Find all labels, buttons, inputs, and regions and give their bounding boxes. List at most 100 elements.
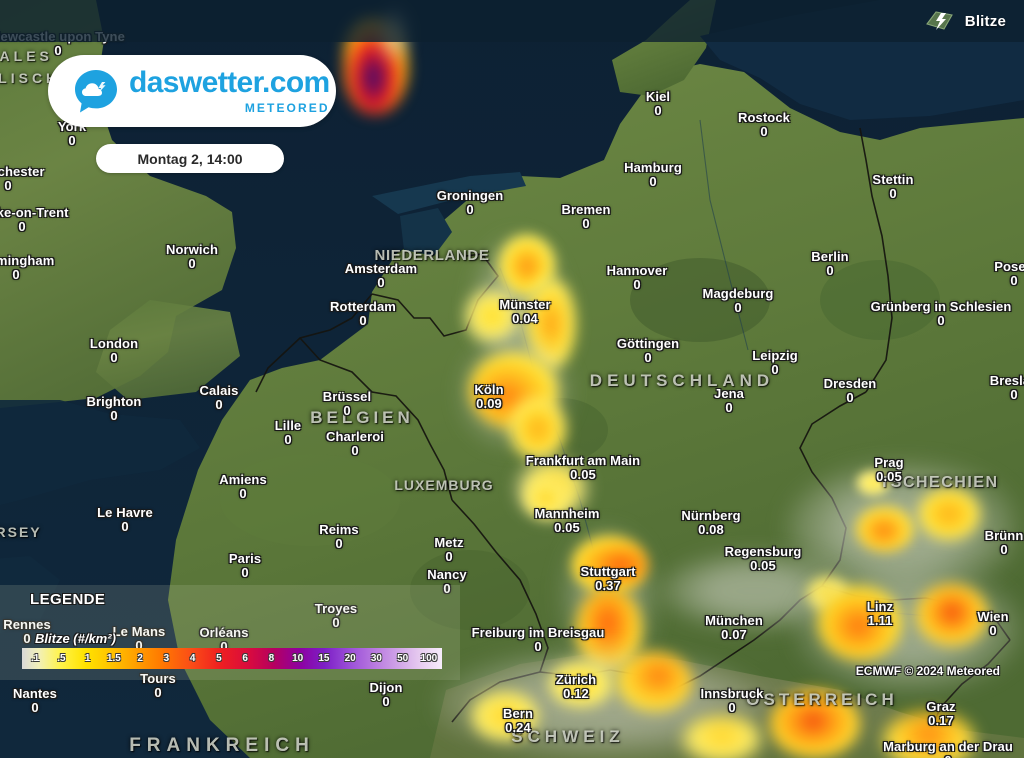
city-label: Dijon 0 [370, 680, 403, 710]
city-lightning-value: 0 [332, 615, 340, 631]
legend-colorbar[interactable] [22, 648, 442, 669]
city-lightning-value: 0.09 [476, 396, 502, 412]
city-name: Bremen [561, 202, 611, 217]
country-label: ENGLISCH [0, 70, 61, 86]
city-label: Mannheim 0.05 [534, 506, 599, 535]
colorbar-tick: 3 [163, 653, 170, 664]
city-name: Bern [502, 706, 534, 721]
timestamp-pill[interactable]: Montag 2, 14:00 [96, 144, 284, 173]
city-lightning-value: 0 [633, 277, 641, 293]
city-name: Reims [319, 522, 359, 537]
city-label: Orléans 0 [199, 625, 249, 654]
city-lightning-value: 0 [1000, 542, 1008, 558]
city-name: Nürnberg [681, 508, 741, 523]
city-name: Magdeburg [702, 286, 774, 301]
city-lightning-value: 0 [582, 216, 590, 232]
brand-name: daswetter.com [129, 66, 330, 99]
colorbar-tick: 100 [420, 653, 438, 664]
city-lightning-value: 0.12 [563, 686, 589, 702]
city-name: Innsbruck [700, 686, 764, 701]
city-label: Rostock 0 [738, 110, 790, 139]
city-name: Tours [140, 671, 176, 686]
city-label: Nancy 0 [427, 567, 467, 596]
city-label: Münster 0.04 [499, 297, 550, 326]
city-label: Nantes 0 [13, 686, 57, 716]
city-name: Linz [866, 599, 894, 614]
city-lightning-value: 0 [728, 700, 736, 716]
city-lightning-value: 0 [771, 362, 779, 378]
city-name: Brünn [984, 528, 1024, 543]
city-label: Leipzig 0 [752, 348, 797, 378]
city-label: Le Mans 0 [113, 624, 166, 653]
city-lightning-value: 0 [335, 536, 343, 552]
city-label: Graz 0.17 [926, 699, 956, 729]
city-lightning-value: 0 [382, 694, 390, 710]
city-name: Regensburg [724, 544, 802, 559]
active-layer-indicator[interactable]: Blitze [925, 0, 1006, 42]
city-label: Jena 0 [713, 386, 745, 416]
country-label: LUXEMBURG [394, 477, 494, 493]
city-lightning-value: 0 [889, 186, 897, 202]
city-label: Norwich 0 [166, 242, 218, 271]
city-lightning-value: 0 [846, 390, 854, 406]
city-label: Prag 0.05 [874, 455, 903, 485]
city-label: London 0 [89, 336, 139, 365]
city-lightning-value: 0.05 [750, 558, 776, 574]
city-label: Lille 0 [275, 418, 302, 447]
country-label: NIEDERLANDE [374, 247, 490, 264]
city-name: Metz [434, 535, 464, 550]
city-label: Hannover 0 [607, 263, 668, 293]
city-label: Bern 0.24 [502, 706, 534, 735]
country-label: FRANKREICH [129, 735, 315, 756]
lightning-map-icon [925, 9, 955, 33]
city-name: Stuttgart [580, 564, 636, 579]
layer-label: Blitze [964, 12, 1006, 30]
city-lightning-value: 0.17 [928, 713, 954, 729]
city-lightning-value: 0 [654, 103, 662, 119]
city-name: Orléans [199, 625, 249, 640]
city-label: Amsterdam 0 [344, 261, 418, 290]
source-watermark: ECMWF © 2024 Meteored [855, 664, 1000, 678]
brand-logo[interactable]: daswetter.com METEORED [48, 55, 336, 127]
city-name: Rostock [738, 110, 790, 125]
city-label: Groningen 0 [437, 188, 504, 217]
city-name: Amsterdam [344, 261, 418, 276]
city-lightning-value: 0.05 [876, 469, 902, 485]
city-label: Stuttgart 0.37 [580, 564, 636, 593]
city-lightning-value: 0 [239, 486, 247, 502]
city-label: Nürnberg 0.08 [681, 508, 741, 537]
city-label: Innsbruck 0 [700, 686, 764, 716]
city-name: Hamburg [624, 160, 682, 175]
country-label: DEUTSCHLAND [589, 371, 775, 390]
city-lightning-value: 0 [31, 700, 39, 716]
city-lightning-value: 0 [343, 403, 351, 419]
city-label: Troyes 0 [315, 601, 358, 631]
city-label: München 0.07 [705, 613, 763, 642]
city-label: Wien 0 [977, 609, 1009, 639]
colorbar-tick: .1 [30, 653, 40, 664]
city-label: Brighton 0 [87, 394, 142, 423]
city-lightning-value: 0 [215, 397, 223, 413]
city-name: Göttingen [616, 336, 680, 351]
city-lightning-value: 0 [445, 549, 453, 565]
brand-text: daswetter.com METEORED [129, 66, 330, 115]
city-name: Breslau [989, 373, 1024, 388]
city-name: Graz [926, 699, 956, 714]
city-lightning-value: 0.05 [570, 467, 596, 483]
city-name: Grünberg in Schlesien [870, 299, 1012, 314]
city-name: Amiens [219, 472, 267, 487]
city-lightning-value: 0 [534, 639, 542, 655]
city-name: Jena [713, 386, 745, 401]
city-name: London [89, 336, 139, 351]
city-lightning-value: 0 [121, 519, 129, 535]
city-lightning-value: 0 [725, 400, 733, 416]
city-name: Freiburg im Breisgau [471, 625, 605, 640]
country-label: SCHWEIZ [511, 727, 625, 746]
city-lightning-value: 0 [989, 623, 997, 639]
city-lightning-value: 0 [826, 263, 834, 279]
city-label: Zürich 0.12 [556, 672, 596, 702]
colorbar-tick: 10 [292, 653, 304, 664]
city-label: Kiel 0 [646, 89, 670, 119]
city-name: Wien [977, 609, 1009, 624]
